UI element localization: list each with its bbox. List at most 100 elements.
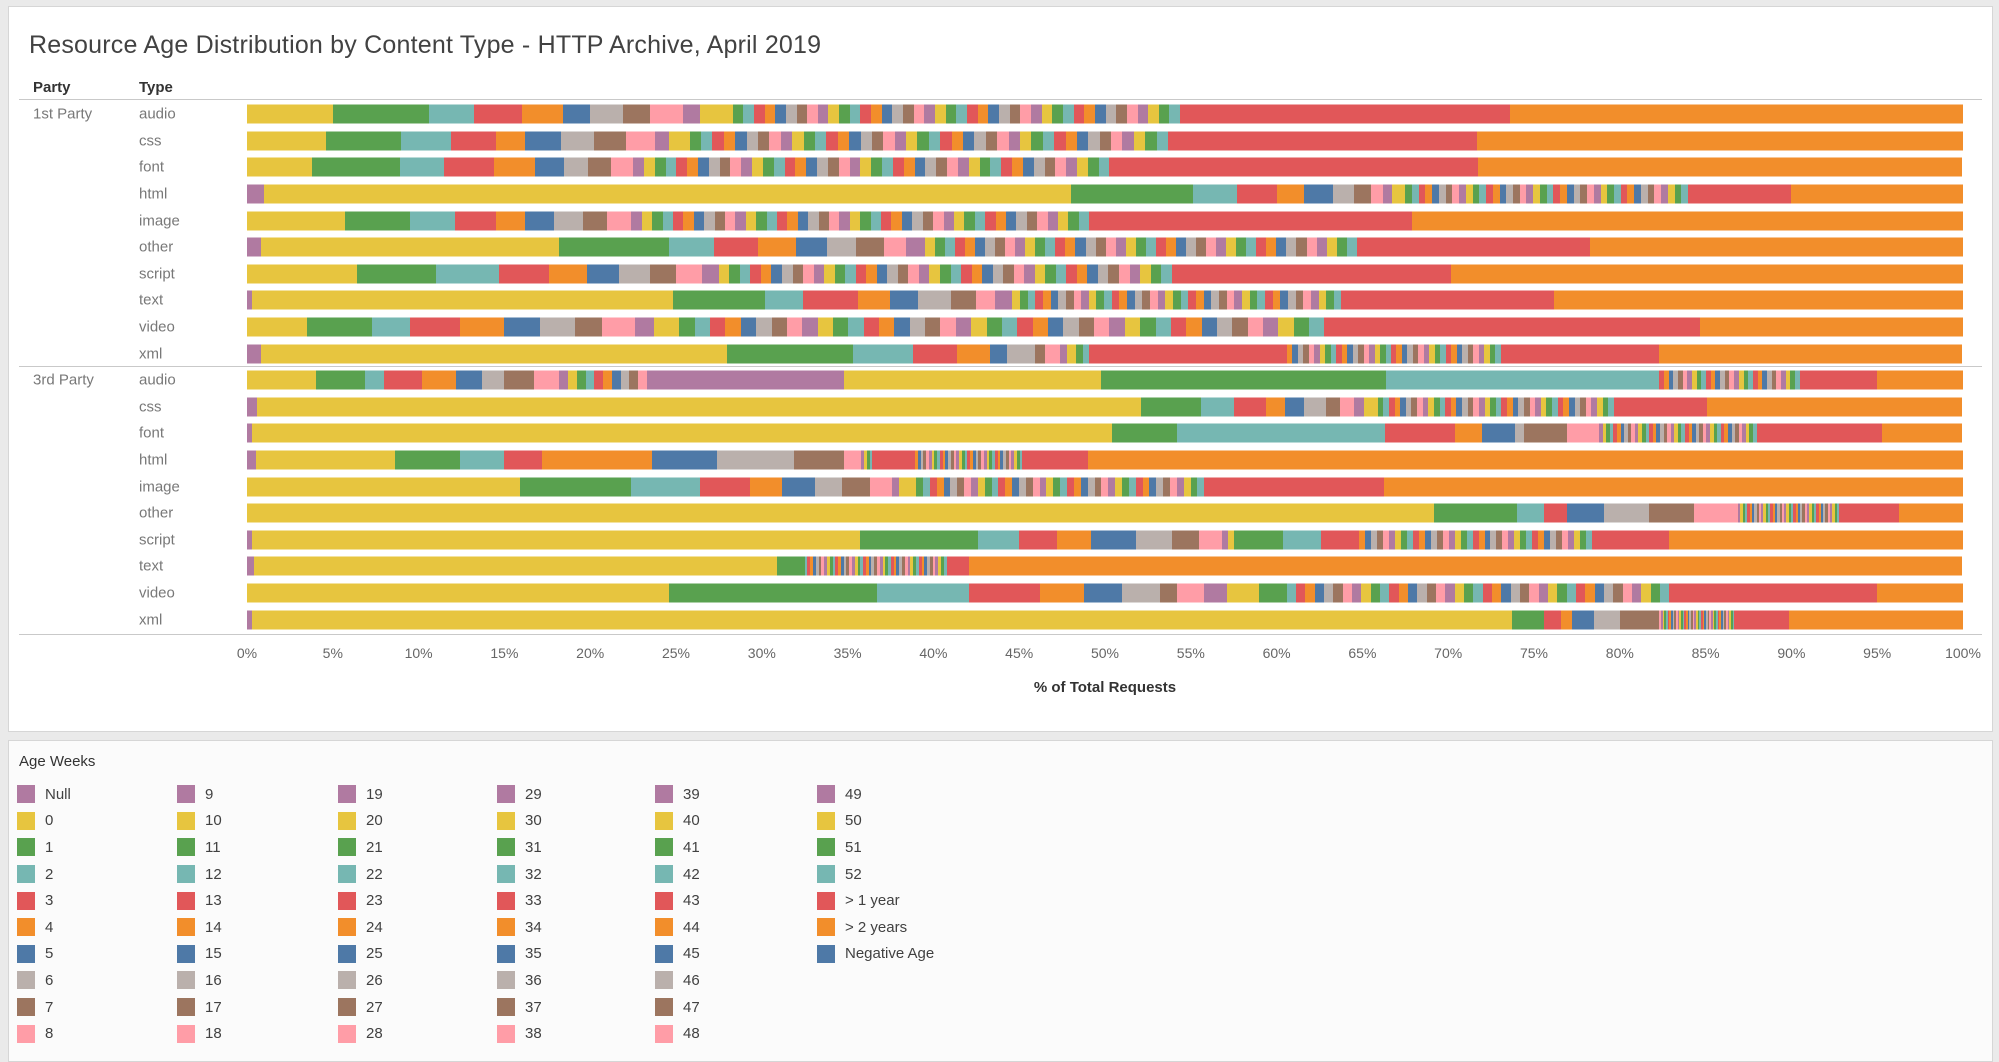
- bar-segment[interactable]: [849, 157, 861, 177]
- bar-segment[interactable]: [1135, 530, 1172, 550]
- bar-segment[interactable]: [1766, 370, 1772, 390]
- legend-item-negative-age[interactable]: Negative Age: [817, 941, 934, 968]
- bar-segment[interactable]: [1726, 610, 1728, 630]
- bar-segment[interactable]: [940, 556, 944, 576]
- bar-segment[interactable]: [893, 556, 897, 576]
- bar-segment[interactable]: [723, 131, 736, 151]
- bar-segment[interactable]: [1606, 423, 1610, 443]
- bar-segment[interactable]: [1031, 131, 1043, 151]
- bar-segment[interactable]: [1710, 370, 1716, 390]
- bar-segment[interactable]: [1398, 583, 1409, 603]
- bar-segment[interactable]: [860, 104, 872, 124]
- bar-segment[interactable]: [1241, 290, 1250, 310]
- bar-segment[interactable]: [883, 131, 895, 151]
- legend-item-22[interactable]: 22: [338, 861, 383, 888]
- bar-segment[interactable]: [1512, 184, 1520, 204]
- bar-segment[interactable]: [923, 450, 927, 470]
- bar-segment[interactable]: [1411, 397, 1418, 417]
- bar-segment[interactable]: [1405, 184, 1412, 204]
- bar-segment[interactable]: [913, 104, 925, 124]
- stacked-bar[interactable]: [247, 556, 1963, 576]
- bar-segment[interactable]: [1563, 397, 1569, 417]
- bar-segment[interactable]: [1204, 583, 1227, 603]
- bar-segment[interactable]: [879, 556, 883, 576]
- bar-segment[interactable]: [1326, 290, 1334, 310]
- bar-segment[interactable]: [312, 157, 400, 177]
- bar-segment[interactable]: [1012, 477, 1020, 497]
- bar-segment[interactable]: [247, 184, 265, 204]
- bar-segment[interactable]: [933, 211, 944, 231]
- bar-segment[interactable]: [1523, 397, 1530, 417]
- bar-segment[interactable]: [1797, 503, 1801, 523]
- bar-segment[interactable]: [482, 370, 505, 390]
- bar-segment[interactable]: [247, 317, 308, 337]
- bar-segment[interactable]: [1176, 477, 1184, 497]
- bar-segment[interactable]: [1384, 477, 1963, 497]
- bar-segment[interactable]: [643, 157, 655, 177]
- bar-segment[interactable]: [743, 104, 754, 124]
- bar-segment[interactable]: [1076, 264, 1088, 284]
- legend-item-46[interactable]: 46: [655, 967, 700, 994]
- bar-segment[interactable]: [1721, 610, 1723, 630]
- bar-segment[interactable]: [804, 556, 808, 576]
- bar-segment[interactable]: [264, 184, 1071, 204]
- bar-segment[interactable]: [863, 556, 866, 576]
- bar-segment[interactable]: [1695, 423, 1700, 443]
- bar-segment[interactable]: [1556, 530, 1563, 550]
- bar-segment[interactable]: [829, 211, 840, 231]
- bar-segment[interactable]: [1516, 503, 1545, 523]
- bar-segment[interactable]: [753, 104, 765, 124]
- bar-segment[interactable]: [435, 264, 500, 284]
- bar-segment[interactable]: [1500, 344, 1659, 364]
- legend-item-36[interactable]: 36: [497, 967, 542, 994]
- bar-segment[interactable]: [915, 556, 919, 576]
- bar-segment[interactable]: [1426, 583, 1437, 603]
- bar-segment[interactable]: [908, 264, 919, 284]
- bar-segment[interactable]: [760, 264, 772, 284]
- bar-segment[interactable]: [1190, 477, 1198, 497]
- bar-segment[interactable]: [622, 104, 651, 124]
- bar-segment[interactable]: [914, 157, 926, 177]
- bar-segment[interactable]: [1150, 264, 1162, 284]
- bar-segment[interactable]: [1423, 344, 1430, 364]
- bar-segment[interactable]: [1495, 397, 1502, 417]
- bar-segment[interactable]: [1157, 290, 1166, 310]
- bar-segment[interactable]: [890, 556, 894, 576]
- bar-segment[interactable]: [1128, 477, 1136, 497]
- bar-segment[interactable]: [704, 211, 715, 231]
- legend-item--1-year[interactable]: > 1 year: [817, 887, 934, 914]
- bar-segment[interactable]: [1640, 184, 1648, 204]
- bar-segment[interactable]: [399, 157, 445, 177]
- bar-segment[interactable]: [1620, 184, 1628, 204]
- stacked-bar[interactable]: [247, 503, 1963, 523]
- bar-segment[interactable]: [444, 157, 495, 177]
- bar-segment[interactable]: [247, 530, 253, 550]
- bar-segment[interactable]: [964, 477, 972, 497]
- bar-segment[interactable]: [1557, 583, 1567, 603]
- bar-segment[interactable]: [957, 157, 969, 177]
- bar-segment[interactable]: [902, 556, 905, 576]
- bar-segment[interactable]: [607, 211, 632, 231]
- bar-segment[interactable]: [1552, 397, 1558, 417]
- bar-segment[interactable]: [1022, 157, 1034, 177]
- legend-item-35[interactable]: 35: [497, 941, 542, 968]
- bar-segment[interactable]: [1438, 184, 1446, 204]
- bar-segment[interactable]: [332, 104, 429, 124]
- legend-item-26[interactable]: 26: [338, 967, 383, 994]
- bar-segment[interactable]: [928, 450, 932, 470]
- legend-item-51[interactable]: 51: [817, 834, 934, 861]
- bar-segment[interactable]: [524, 131, 561, 151]
- bar-segment[interactable]: [1724, 610, 1727, 630]
- bar-segment[interactable]: [1196, 237, 1207, 257]
- bar-segment[interactable]: [944, 237, 955, 257]
- bar-segment[interactable]: [977, 104, 989, 124]
- bar-segment[interactable]: [894, 131, 907, 151]
- bar-segment[interactable]: [1597, 397, 1603, 417]
- legend-item-21[interactable]: 21: [338, 834, 383, 861]
- bar-segment[interactable]: [1436, 530, 1443, 550]
- bar-segment[interactable]: [1689, 610, 1691, 630]
- bar-segment[interactable]: [638, 370, 647, 390]
- bar-segment[interactable]: [1836, 503, 1840, 523]
- bar-segment[interactable]: [881, 104, 893, 124]
- bar-segment[interactable]: [1232, 317, 1248, 337]
